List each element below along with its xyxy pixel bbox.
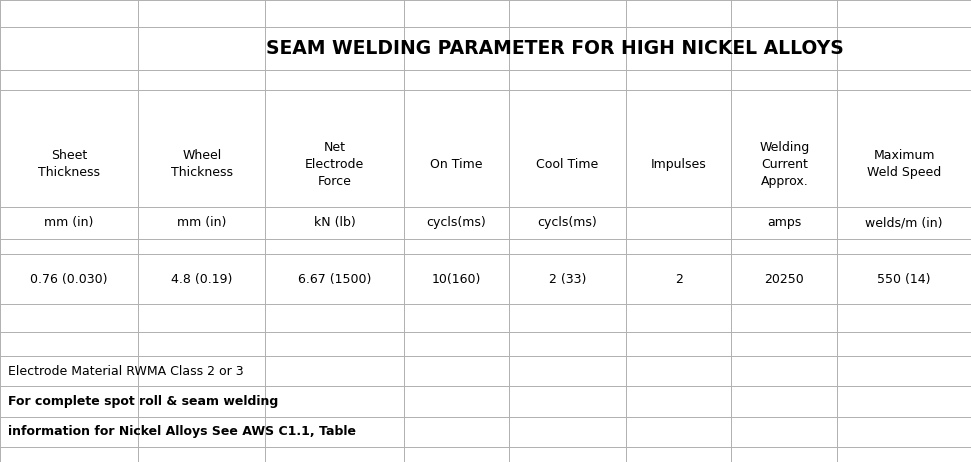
Text: 550 (14): 550 (14) xyxy=(878,273,931,286)
Text: Welding
Current
Approx.: Welding Current Approx. xyxy=(759,141,810,188)
Text: welds/m (in): welds/m (in) xyxy=(865,216,943,230)
Text: cycls(ms): cycls(ms) xyxy=(538,216,597,230)
Text: amps: amps xyxy=(767,216,801,230)
Text: Net
Electrode
Force: Net Electrode Force xyxy=(305,141,364,188)
Text: 6.67 (1500): 6.67 (1500) xyxy=(298,273,371,286)
Text: For complete spot roll & seam welding: For complete spot roll & seam welding xyxy=(8,395,278,408)
Text: mm (in): mm (in) xyxy=(45,216,94,230)
Text: Electrode Material RWMA Class 2 or 3: Electrode Material RWMA Class 2 or 3 xyxy=(8,365,244,377)
Text: kN (lb): kN (lb) xyxy=(314,216,355,230)
Text: Impulses: Impulses xyxy=(651,158,707,171)
Text: 0.76 (0.030): 0.76 (0.030) xyxy=(30,273,108,286)
Text: 2: 2 xyxy=(675,273,683,286)
Text: 10(160): 10(160) xyxy=(432,273,481,286)
Text: 4.8 (0.19): 4.8 (0.19) xyxy=(171,273,232,286)
Text: Sheet
Thickness: Sheet Thickness xyxy=(38,150,100,179)
Text: Maximum
Weld Speed: Maximum Weld Speed xyxy=(867,150,941,179)
Text: Cool Time: Cool Time xyxy=(536,158,598,171)
Text: SEAM WELDING PARAMETER FOR HIGH NICKEL ALLOYS: SEAM WELDING PARAMETER FOR HIGH NICKEL A… xyxy=(266,39,844,58)
Text: On Time: On Time xyxy=(430,158,483,171)
Text: information for Nickel Alloys See AWS C1.1, Table: information for Nickel Alloys See AWS C1… xyxy=(8,425,355,438)
Text: cycls(ms): cycls(ms) xyxy=(426,216,486,230)
Text: mm (in): mm (in) xyxy=(177,216,226,230)
Text: Wheel
Thickness: Wheel Thickness xyxy=(171,150,233,179)
Text: 20250: 20250 xyxy=(764,273,804,286)
Text: 2 (33): 2 (33) xyxy=(549,273,586,286)
